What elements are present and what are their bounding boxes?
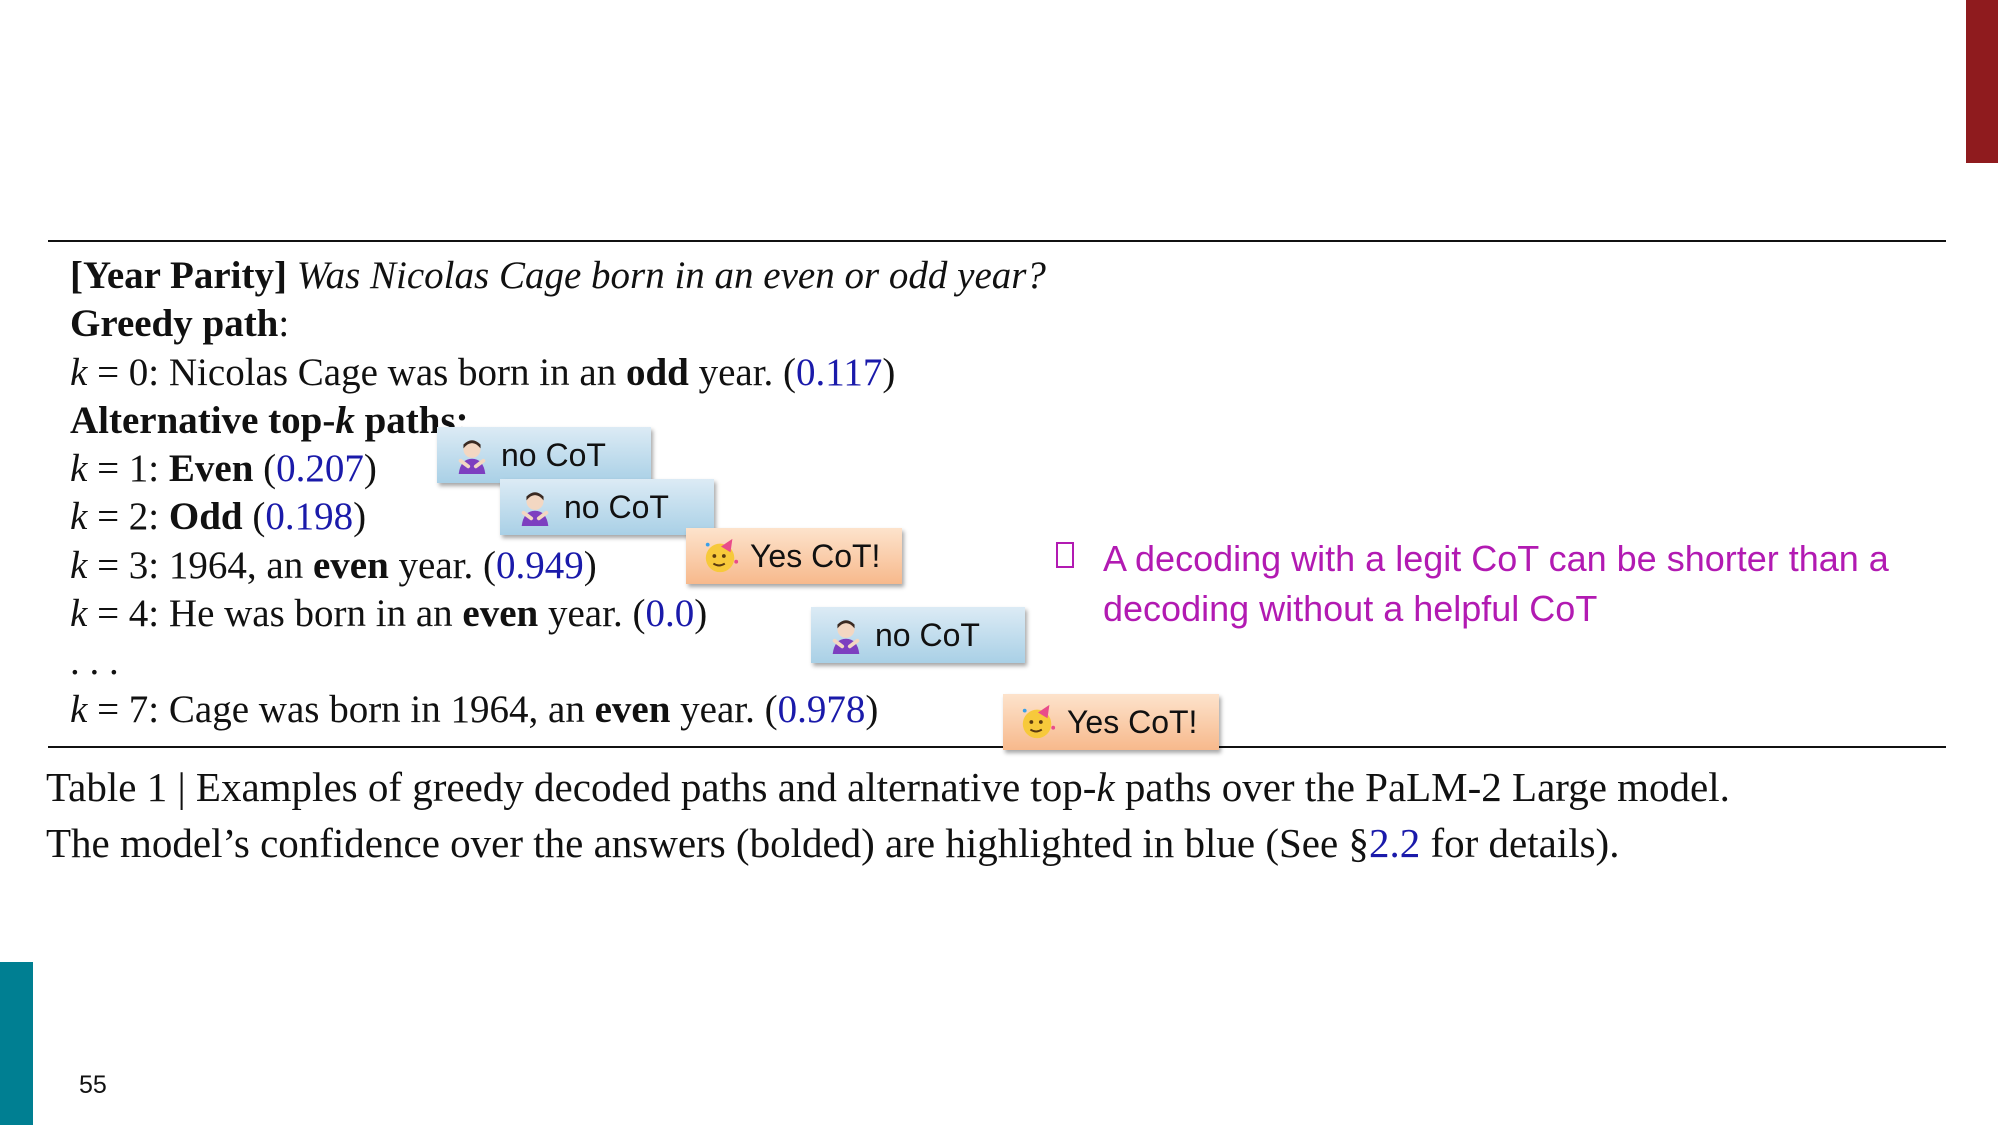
answer: odd [625,351,689,394]
task-question: Was Nicolas Cage born in an even or odd … [296,254,1046,297]
no-cot-sticker: no CoT [437,427,651,483]
confidence-score: 0.207 [276,447,364,490]
path-row-k1: k = 1: Even (0.207) [70,447,377,490]
table-bottom-rule [48,746,1946,748]
party-face-icon [705,538,739,573]
answer: even [312,544,389,587]
greedy-row: k = 0: Nicolas Cage was born in an odd y… [70,351,896,394]
alternative-heading: Alternative top-k paths: [70,399,469,442]
greedy-heading: Greedy path: [70,302,290,345]
path-row-k4: k = 4: He was born in an even year. (0.0… [70,592,708,635]
path-row-k7: k = 7: Cage was born in 1964, an even ye… [70,688,879,731]
table-caption-line1: Table 1 | Examples of greedy decoded pat… [46,764,1730,810]
page-number: 55 [79,1071,107,1099]
ellipsis: . . . [70,640,119,683]
shrugging-person-icon [521,492,549,526]
confidence-score: 0.978 [777,688,866,731]
accent-bar-left [0,962,33,1125]
task-tag: [Year Parity] [70,254,287,297]
confidence-score: 0.117 [796,351,883,394]
confidence-score: 0.0 [645,592,695,635]
annotation-note: A decoding with a legit CoT can be short… [1103,538,1889,629]
answer: Even [168,447,254,490]
confidence-score: 0.949 [495,544,584,587]
no-cot-sticker: no CoT [811,607,1025,663]
table-top-rule [48,240,1946,242]
party-face-icon [1022,704,1056,739]
confidence-score: 0.198 [265,495,354,538]
shrugging-person-icon [832,620,860,654]
yes-cot-sticker: Yes CoT! [1003,694,1219,750]
no-cot-sticker: no CoT [500,479,714,535]
shrugging-person-icon [458,440,486,474]
table-caption-line2: The model’s confidence over the answers … [46,820,1620,866]
answer: even [462,592,539,635]
path-row-k3: k = 3: 1964, an even year. (0.949) [70,544,597,587]
answer: even [594,688,671,731]
note-bullet-icon [1056,542,1074,568]
yes-cot-sticker: Yes CoT! [686,528,902,584]
table-title-row: [Year Parity] Was Nicolas Cage born in a… [70,254,1046,298]
accent-bar-top [1966,0,1998,163]
path-row-k2: k = 2: Odd (0.198) [70,495,367,538]
answer: Odd [168,495,243,538]
section-reference: 2.2 [1368,820,1421,866]
